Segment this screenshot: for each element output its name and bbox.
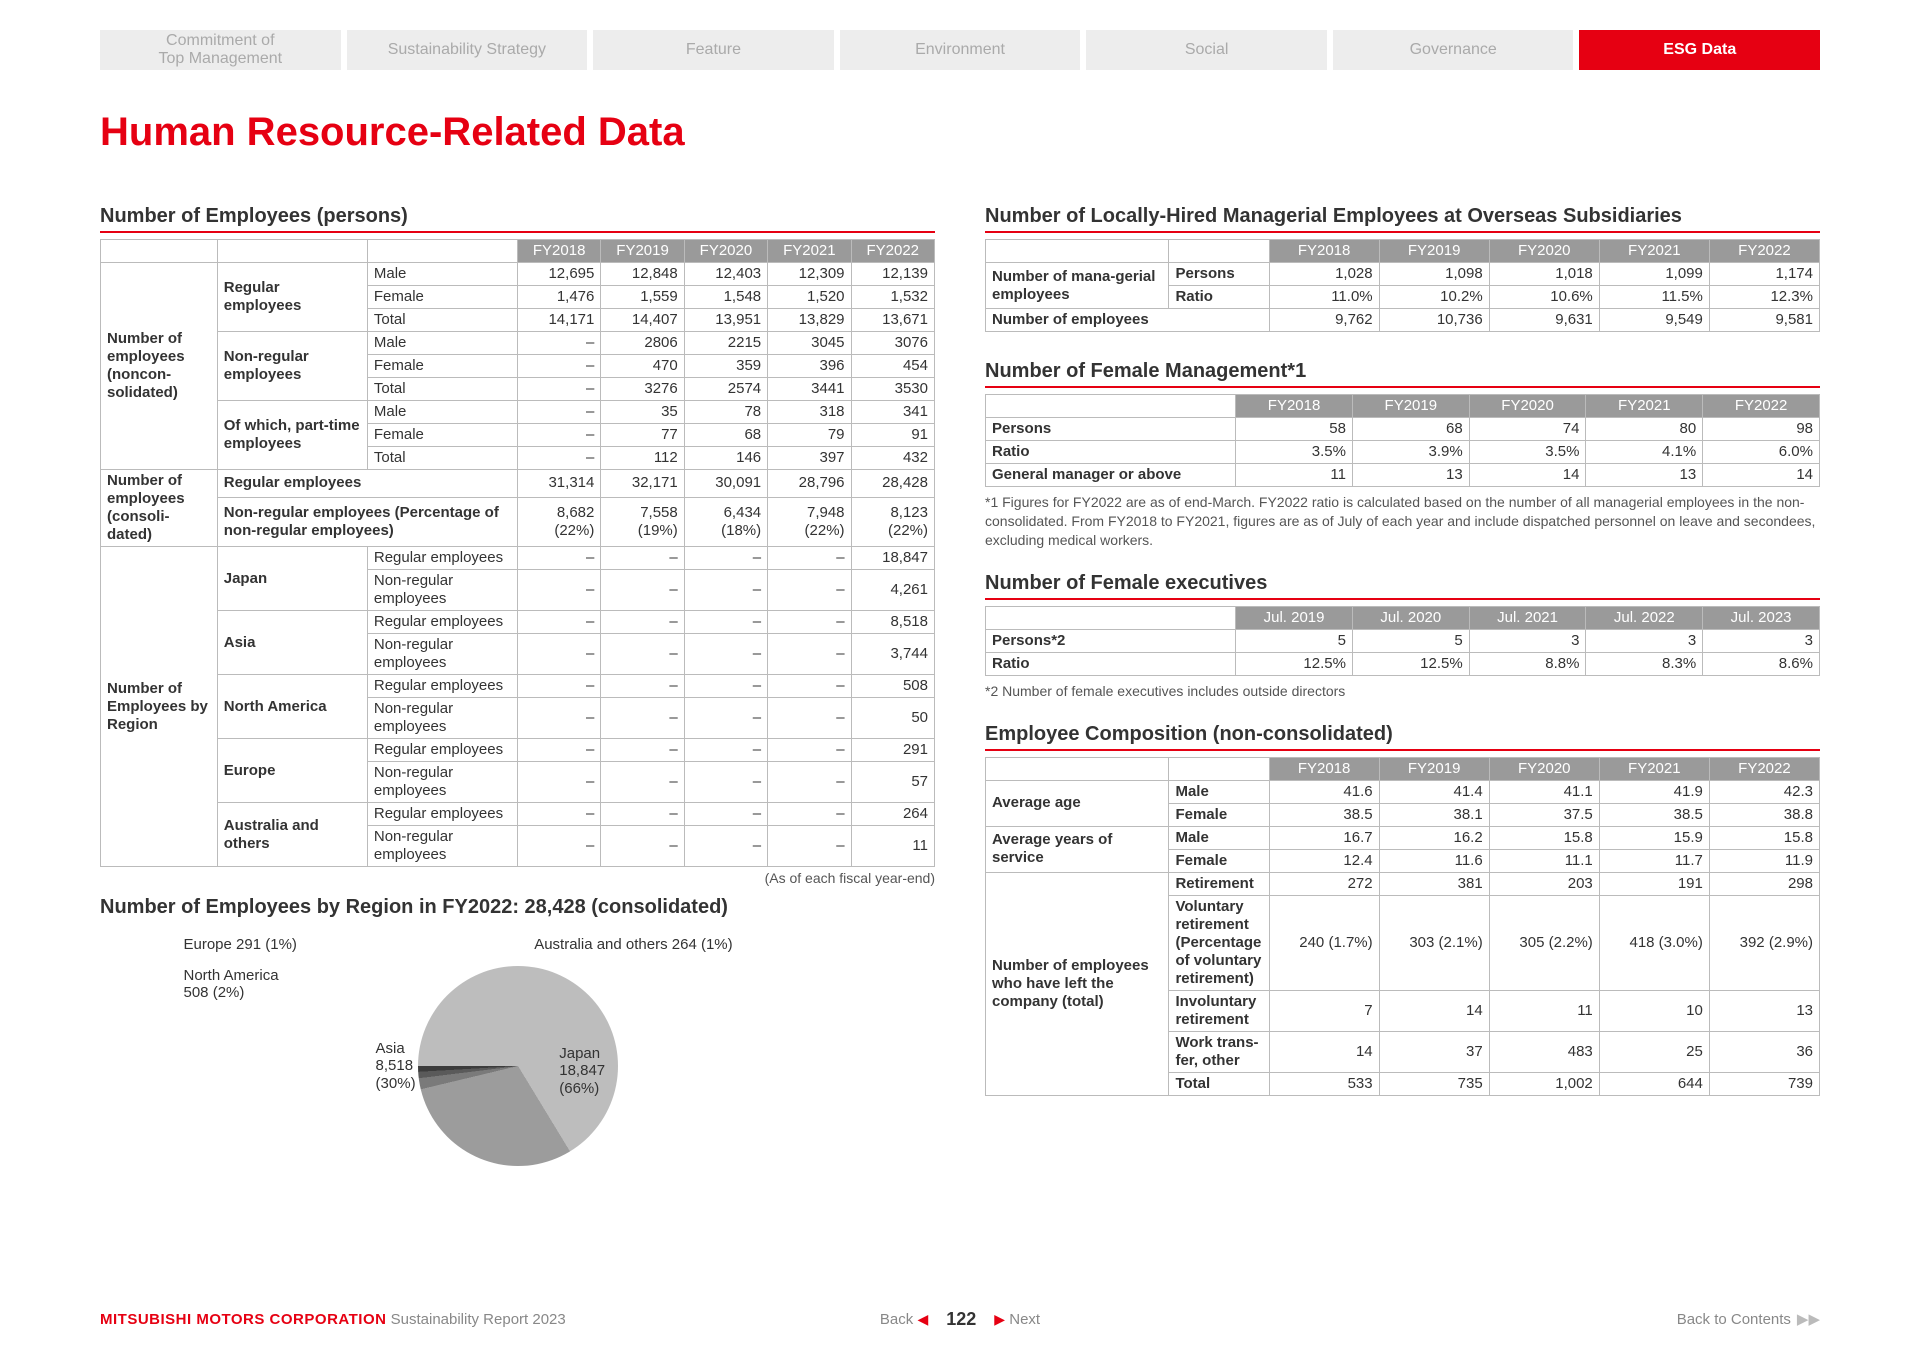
right-column: Number of Locally-Hired Managerial Emplo… <box>985 195 1820 1196</box>
section-title-female-mgmt: Number of Female Management*1 <box>985 360 1820 388</box>
nav-tab-5[interactable]: Governance <box>1333 30 1574 70</box>
section-title-local: Number of Locally-Hired Managerial Emplo… <box>985 205 1820 233</box>
table-female-exec: Jul. 2019Jul. 2020Jul. 2021Jul. 2022Jul.… <box>985 606 1820 676</box>
page-footer: MITSUBISHI MOTORS CORPORATION Sustainabi… <box>100 1310 1820 1328</box>
pie-label-asia: Asia 8,518 (30%) <box>376 1040 416 1092</box>
table-female-mgmt: FY2018FY2019FY2020FY2021FY2022Persons586… <box>985 394 1820 487</box>
report-name: Sustainability Report 2023 <box>391 1311 566 1328</box>
table-employees-caption: (As of each fiscal year-end) <box>100 870 935 886</box>
note-female-exec: *2 Number of female executives includes … <box>985 682 1820 701</box>
pie-chart-wrap: Japan 18,847 (66%) Asia 8,518 (30%) Nort… <box>100 936 935 1196</box>
brand-name: MITSUBISHI MOTORS CORPORATION <box>100 1311 386 1328</box>
left-column: Number of Employees (persons) FY2018FY20… <box>100 195 935 1196</box>
triangle-left-icon: ◀ <box>917 1311 928 1327</box>
table-composition: FY2018FY2019FY2020FY2021FY2022Average ag… <box>985 757 1820 1096</box>
top-nav: Commitment of Top ManagementSustainabili… <box>100 30 1820 70</box>
triangle-right-icon: ▶ <box>994 1311 1005 1327</box>
pie-label-japan: Japan 18,847 (66%) <box>559 1045 605 1097</box>
section-title-composition: Employee Composition (non-consolidated) <box>985 723 1820 751</box>
page-number: 122 <box>946 1309 976 1330</box>
pie-label-au: Australia and others 264 (1%) <box>534 936 732 953</box>
section-title-employees: Number of Employees (persons) <box>100 205 935 233</box>
pie-label-na: North America 508 (2%) <box>184 967 279 1002</box>
next-button[interactable]: ▶ Next <box>994 1311 1040 1328</box>
nav-tab-0[interactable]: Commitment of Top Management <box>100 30 341 70</box>
page-title: Human Resource-Related Data <box>100 110 1820 155</box>
footer-brand: MITSUBISHI MOTORS CORPORATION Sustainabi… <box>100 1311 566 1328</box>
section-title-female-exec: Number of Female executives <box>985 572 1820 600</box>
nav-tab-1[interactable]: Sustainability Strategy <box>347 30 588 70</box>
nav-tab-6[interactable]: ESG Data <box>1579 30 1820 70</box>
pie-label-eu: Europe 291 (1%) <box>184 936 297 953</box>
nav-tab-3[interactable]: Environment <box>840 30 1081 70</box>
table-employees: FY2018FY2019FY2020FY2021FY2022Number of … <box>100 239 935 867</box>
note-female-mgmt: *1 Figures for FY2022 are as of end-Marc… <box>985 493 1820 550</box>
back-button[interactable]: Back ◀ <box>880 1311 928 1328</box>
double-triangle-right-icon: ▶▶ <box>1797 1310 1820 1328</box>
table-local: FY2018FY2019FY2020FY2021FY2022Number of … <box>985 239 1820 332</box>
section-title-pie: Number of Employees by Region in FY2022:… <box>100 896 935 922</box>
back-to-contents-button[interactable]: Back to Contents ▶▶ <box>1677 1310 1820 1328</box>
nav-tab-4[interactable]: Social <box>1086 30 1327 70</box>
nav-tab-2[interactable]: Feature <box>593 30 834 70</box>
